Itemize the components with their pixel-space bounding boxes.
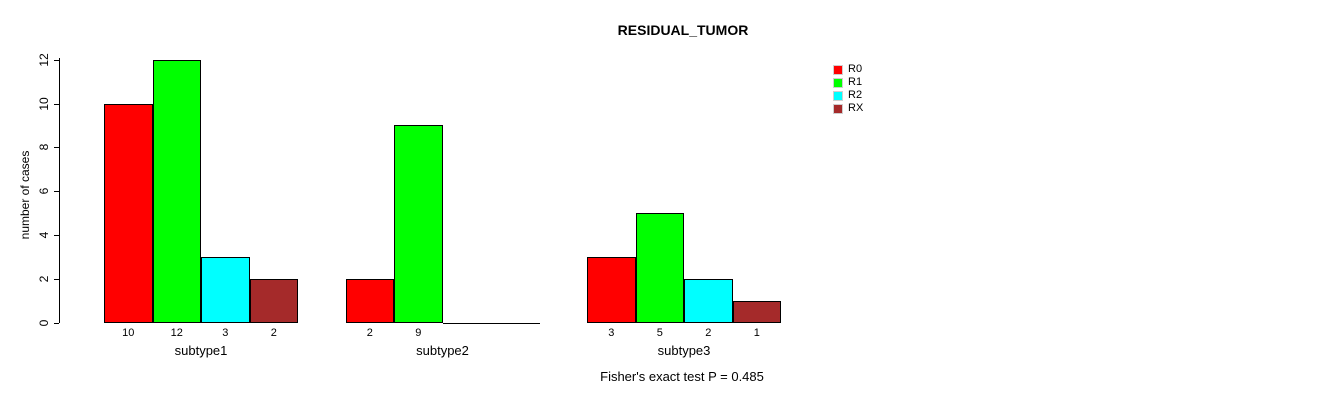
bar-value-label: 2 xyxy=(705,327,712,339)
bar-r2-subtype1 xyxy=(201,257,250,323)
y-axis-tick-label: 2 xyxy=(37,275,51,283)
bar-r0-subtype3 xyxy=(587,257,636,323)
legend-item-r1: R1 xyxy=(833,76,863,89)
legend-item-rx: RX xyxy=(833,102,863,115)
bar-value-label: 2 xyxy=(270,327,277,339)
bar-r0-subtype2 xyxy=(345,279,394,323)
y-axis-tick-label: 0 xyxy=(37,319,51,327)
y-axis-tick xyxy=(54,103,59,105)
legend-swatch-r2 xyxy=(833,90,843,101)
bar-r1-subtype1 xyxy=(152,59,201,323)
legend-label: R2 xyxy=(848,89,863,101)
y-axis-tick xyxy=(54,279,59,281)
legend-item-r2: R2 xyxy=(833,89,863,102)
zero-bar-rx-subtype2 xyxy=(491,323,540,324)
legend-label: RX xyxy=(848,102,864,114)
bar-r0-subtype1 xyxy=(104,103,153,323)
y-axis-tick-label: 8 xyxy=(37,144,51,151)
bar-value-label: 9 xyxy=(415,327,422,339)
bar-rx-subtype1 xyxy=(249,279,298,323)
y-axis-tick xyxy=(54,147,59,149)
y-axis-tick xyxy=(54,323,59,324)
legend-label: R0 xyxy=(848,63,863,75)
legend-swatch-r1 xyxy=(833,77,843,88)
category-label: subtype2 xyxy=(416,343,469,358)
legend-label: R1 xyxy=(848,76,863,88)
y-axis-label: number of cases xyxy=(18,150,32,240)
bar-value-label: 10 xyxy=(122,327,135,339)
y-axis-tick xyxy=(54,191,59,193)
category-label: subtype3 xyxy=(657,343,711,358)
bar-r1-subtype2 xyxy=(394,125,443,323)
bar-value-label: 12 xyxy=(170,327,183,339)
y-axis-line xyxy=(59,58,60,323)
bar-value-label: 5 xyxy=(656,327,663,339)
stats-note: Fisher's exact test P = 0.485 xyxy=(600,369,764,384)
bar-rx-subtype3 xyxy=(732,301,781,323)
chart-title: RESIDUAL_TUMOR xyxy=(617,22,749,38)
legend: R0 R1 R2 RX xyxy=(833,63,863,115)
bar-value-label: 1 xyxy=(753,327,760,339)
bar-value-label: 3 xyxy=(222,327,229,339)
y-axis-tick xyxy=(54,235,59,237)
y-axis-tick-label: 10 xyxy=(37,96,51,111)
y-axis-tick-label: 12 xyxy=(37,52,51,67)
bar-value-label: 3 xyxy=(608,327,615,339)
legend-swatch-rx xyxy=(833,103,843,114)
bar-r2-subtype3 xyxy=(684,279,733,323)
bar-value-label: 2 xyxy=(366,327,373,339)
y-axis-tick xyxy=(54,59,59,61)
legend-item-r0: R0 xyxy=(833,63,863,76)
bar-r1-subtype3 xyxy=(635,213,684,323)
legend-swatch-r0 xyxy=(833,64,843,75)
zero-bar-r2-subtype2 xyxy=(442,323,491,324)
category-label: subtype1 xyxy=(174,343,228,358)
y-axis-tick-label: 4 xyxy=(37,231,51,239)
y-axis-tick-label: 6 xyxy=(37,187,51,195)
